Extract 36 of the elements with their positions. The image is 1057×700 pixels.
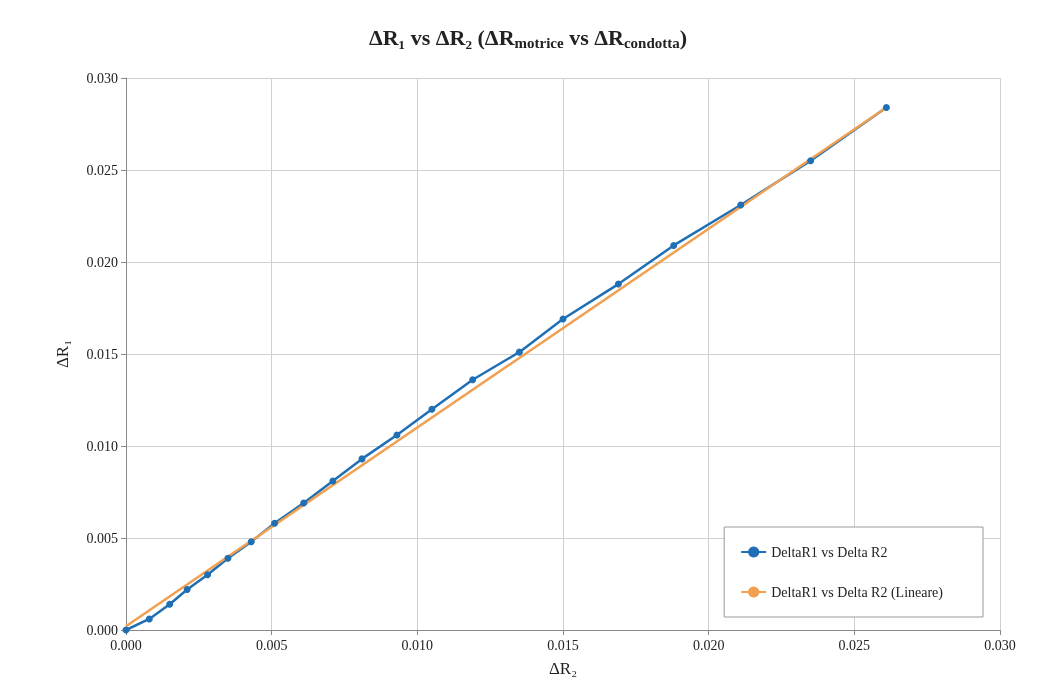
point	[145, 615, 153, 623]
x-tick-label: 0.010	[401, 637, 434, 653]
y-tick-label: 0.025	[86, 162, 118, 178]
point	[882, 103, 890, 111]
point	[166, 600, 174, 608]
point	[247, 538, 255, 546]
point	[271, 519, 279, 527]
y-tick-label: 0.010	[86, 438, 118, 454]
x-tick-label: 0.015	[547, 637, 579, 653]
chart-title: ΔR₁ vs ΔR₂ (ΔRmotrice vs ΔRcondotta)	[368, 25, 688, 51]
point	[614, 280, 622, 288]
y-tick-label: 0.030	[86, 70, 118, 86]
point	[224, 554, 232, 562]
point	[670, 241, 678, 249]
point	[469, 376, 477, 384]
legend-label: DeltaR1 vs Delta R2 (Lineare)	[771, 584, 944, 601]
y-tick-label: 0.000	[86, 622, 118, 638]
y-tick-label: 0.015	[86, 346, 118, 362]
x-tick-label: 0.005	[255, 637, 288, 653]
legend-label: DeltaR1 vs Delta R2	[771, 544, 888, 560]
point	[428, 405, 436, 413]
x-tick-label: 0.025	[838, 637, 871, 653]
point	[737, 201, 745, 209]
x-axis-title: ΔR₂	[548, 659, 578, 678]
point	[183, 586, 191, 594]
y-tick-label: 0.020	[86, 254, 118, 270]
x-tick-label: 0.000	[110, 637, 142, 653]
point	[204, 571, 212, 579]
x-tick-label: 0.020	[692, 637, 725, 653]
y-axis-title: ΔR₁	[53, 339, 72, 369]
point	[807, 157, 815, 165]
x-tick-label: 0.030	[984, 637, 1016, 653]
point	[329, 477, 337, 485]
point	[515, 348, 523, 356]
y-tick-label: 0.005	[86, 530, 118, 546]
point	[300, 499, 308, 507]
